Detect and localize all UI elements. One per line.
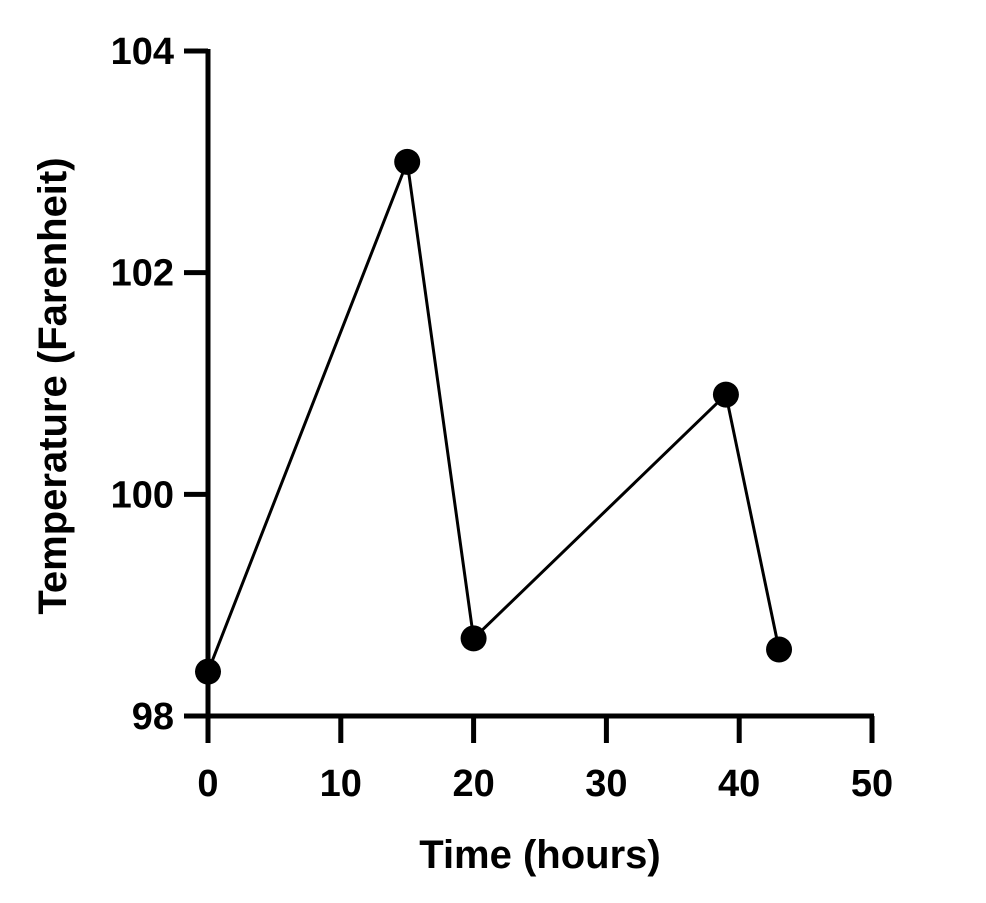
x-axis-ticks: 0 10 20 30 40 50 [197,716,893,805]
series-line [206,155,781,673]
y-tick-label: 104 [111,31,174,73]
data-point [712,381,739,408]
y-tick-label: 100 [111,474,174,516]
plot-area [195,148,793,685]
x-tick-label: 0 [197,763,218,805]
y-tick-label: 102 [111,253,174,295]
data-point [460,625,487,652]
data-point [394,148,421,175]
y-axis-title: Temperature (Farenheit) [31,157,75,614]
x-tick-label: 30 [585,763,627,805]
x-tick-label: 10 [320,763,362,805]
x-axis-title: Time (hours) [419,833,661,877]
data-point [195,658,221,685]
y-tick-label: 98 [132,696,174,738]
data-point [766,636,793,663]
axes: 98 100 102 104 0 10 20 30 40 50 [111,31,894,805]
x-tick-label: 40 [718,763,760,805]
x-tick-label: 50 [851,763,893,805]
y-axis-ticks: 98 100 102 104 [111,31,208,738]
x-tick-label: 20 [452,763,494,805]
